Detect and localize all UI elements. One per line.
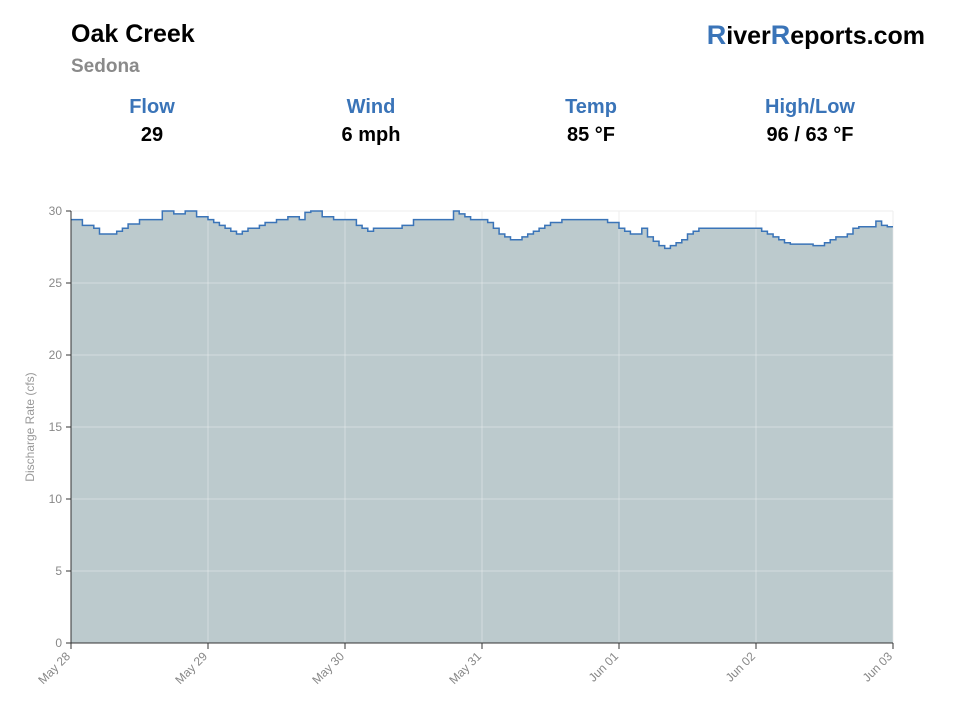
stat-highlow: High/Low 96 / 63 °F	[720, 96, 900, 147]
stat-wind-label: Wind	[346, 96, 396, 118]
stat-flow-value: 29	[140, 124, 164, 146]
logo-letter-r1: R	[706, 20, 727, 50]
y-tick-label: 25	[49, 276, 63, 290]
x-tick-label: May 29	[172, 649, 210, 687]
series-layer	[70, 210, 894, 644]
y-tick-label: 30	[49, 204, 63, 218]
x-tick-label: Jun 01	[586, 649, 622, 685]
stat-flow: Flow 29	[62, 96, 242, 147]
series-area	[71, 211, 893, 643]
x-tick-label: May 28	[35, 649, 73, 687]
y-tick-label: 20	[49, 348, 63, 362]
stat-temp-label: Temp	[565, 96, 617, 118]
x-tick-label: May 31	[446, 649, 484, 687]
x-tick-label: May 30	[309, 649, 347, 687]
y-tick-label: 15	[49, 420, 63, 434]
stat-temp: Temp 85 °F	[501, 96, 681, 147]
stat-flow-label: Flow	[129, 96, 175, 118]
y-axis-label: Discharge Rate (cfs)	[23, 372, 37, 481]
site-logo[interactable]: RiverReports.com	[707, 20, 925, 51]
river-location: Sedona	[71, 56, 140, 77]
stat-wind: Wind 6 mph	[281, 96, 461, 147]
river-name: Oak Creek	[71, 20, 195, 48]
stat-highlow-label: High/Low	[765, 96, 855, 118]
y-axis-ticks: 0 5 10 15 20 25 30	[49, 204, 71, 650]
logo-text-1: iver	[726, 22, 771, 50]
y-tick-label: 5	[55, 564, 62, 578]
logo-text-2: eports.com	[790, 22, 925, 50]
header: Oak Creek Sedona RiverReports.com Flow 2…	[0, 0, 960, 190]
y-tick-label: 0	[55, 636, 62, 650]
logo-letter-r2: R	[770, 20, 791, 50]
x-tick-label: Jun 03	[860, 649, 896, 685]
stat-highlow-value: 96 / 63 °F	[766, 124, 854, 146]
stat-temp-value: 85 °F	[566, 124, 616, 146]
series-line	[71, 210, 893, 250]
y-tick-label: 10	[49, 492, 63, 506]
x-axis-ticks: May 28 May 29 May 30 May 31 Jun 01 Jun 02 Jun …	[35, 643, 895, 687]
x-tick-label: Jun 02	[723, 649, 759, 685]
stat-wind-value: 6 mph	[341, 124, 401, 146]
